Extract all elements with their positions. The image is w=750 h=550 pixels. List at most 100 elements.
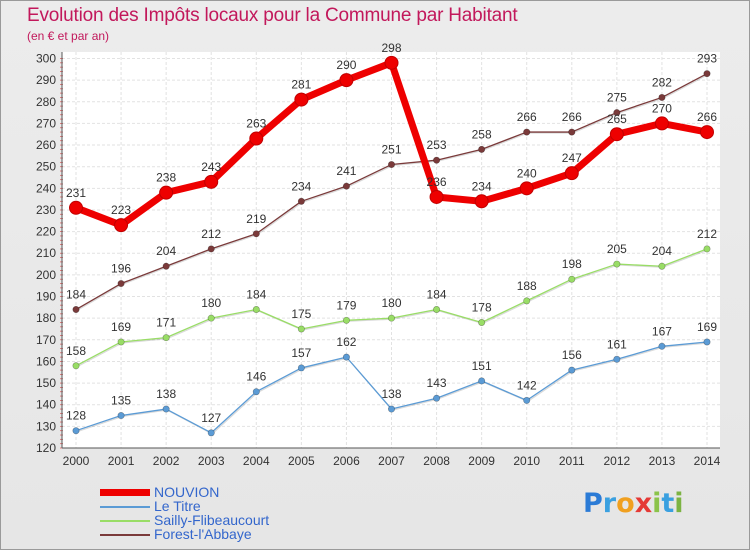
data-label-nouvion: 240 — [517, 166, 537, 180]
data-label-sailly-flibeaucourt: 205 — [607, 242, 627, 256]
point-nouvion — [429, 189, 444, 204]
data-label-le-titre: 128 — [66, 409, 86, 423]
legend-swatch — [100, 520, 150, 522]
point-sailly-flibeaucourt — [523, 297, 531, 305]
y-tick-label: 120 — [36, 441, 56, 455]
legend-label: NOUVION — [154, 484, 220, 500]
point-forest-l-abbaye — [162, 262, 170, 270]
y-tick-label: 210 — [36, 246, 56, 260]
y-tick-label: 160 — [36, 354, 56, 368]
data-label-forest-l-abbaye: 266 — [517, 110, 537, 124]
y-tick-label: 200 — [36, 268, 56, 282]
logo-letter: i — [674, 488, 684, 519]
point-le-titre — [72, 427, 80, 435]
data-label-nouvion: 263 — [246, 117, 266, 131]
x-tick-label: 2010 — [513, 454, 540, 468]
point-forest-l-abbaye — [297, 197, 305, 205]
point-nouvion — [564, 166, 579, 181]
data-label-sailly-flibeaucourt: 188 — [517, 279, 537, 293]
x-tick-label: 2001 — [108, 454, 135, 468]
point-nouvion — [69, 200, 83, 215]
point-forest-l-abbaye — [703, 70, 711, 78]
legend-swatch — [100, 534, 150, 536]
point-le-titre — [207, 429, 215, 437]
data-label-sailly-flibeaucourt: 204 — [652, 244, 672, 258]
point-le-titre — [613, 355, 621, 363]
data-label-forest-l-abbaye: 184 — [66, 288, 86, 302]
data-label-forest-l-abbaye: 196 — [111, 262, 131, 276]
point-nouvion — [474, 194, 489, 209]
point-sailly-flibeaucourt — [568, 275, 576, 283]
point-nouvion — [204, 174, 219, 189]
point-sailly-flibeaucourt — [613, 260, 621, 268]
x-tick-label: 2008 — [423, 454, 450, 468]
y-tick-label: 190 — [36, 290, 56, 304]
data-label-sailly-flibeaucourt: 184 — [427, 288, 447, 302]
point-sailly-flibeaucourt — [297, 325, 305, 333]
y-tick-label: 230 — [36, 203, 56, 217]
y-tick-label: 270 — [36, 116, 56, 130]
point-sailly-flibeaucourt — [72, 362, 80, 370]
point-nouvion — [609, 127, 624, 142]
point-nouvion — [700, 125, 714, 140]
data-label-nouvion: 231 — [66, 186, 86, 200]
point-le-titre — [297, 364, 305, 372]
x-tick-label: 2002 — [153, 454, 180, 468]
data-label-sailly-flibeaucourt: 212 — [697, 227, 717, 241]
point-sailly-flibeaucourt — [658, 262, 666, 270]
point-le-titre — [703, 338, 711, 346]
data-label-nouvion: 265 — [607, 112, 627, 126]
y-tick-label: 250 — [36, 160, 56, 174]
y-tick-label: 180 — [36, 311, 56, 325]
data-label-le-titre: 138 — [381, 387, 401, 401]
data-label-le-titre: 127 — [201, 411, 221, 425]
point-forest-l-abbaye — [117, 280, 125, 288]
data-label-nouvion: 236 — [427, 175, 447, 189]
data-label-le-titre: 138 — [156, 387, 176, 401]
point-forest-l-abbaye — [342, 182, 350, 190]
data-label-sailly-flibeaucourt: 179 — [336, 298, 356, 312]
x-tick-label: 2012 — [604, 454, 631, 468]
data-label-nouvion: 266 — [697, 110, 717, 124]
point-le-titre — [342, 353, 350, 361]
legend-label: Sailly-Flibeaucourt — [154, 512, 270, 528]
y-tick-label: 280 — [36, 95, 56, 109]
y-tick-label: 290 — [36, 73, 56, 87]
y-tick-label: 150 — [36, 376, 56, 390]
data-label-sailly-flibeaucourt: 175 — [291, 307, 311, 321]
data-label-nouvion: 243 — [201, 160, 221, 174]
point-forest-l-abbaye — [433, 156, 441, 164]
y-tick-label: 300 — [36, 51, 56, 65]
data-label-forest-l-abbaye: 251 — [381, 143, 401, 157]
x-tick-label: 2006 — [333, 454, 360, 468]
x-tick-label: 2009 — [468, 454, 495, 468]
point-sailly-flibeaucourt — [342, 316, 350, 324]
data-label-forest-l-abbaye: 253 — [427, 138, 447, 152]
point-sailly-flibeaucourt — [387, 314, 395, 322]
data-label-nouvion: 270 — [652, 101, 672, 115]
x-tick-label: 2011 — [559, 454, 585, 468]
point-forest-l-abbaye — [658, 93, 666, 101]
point-forest-l-abbaye — [568, 128, 576, 136]
data-label-nouvion: 238 — [156, 171, 176, 185]
point-forest-l-abbaye — [478, 145, 486, 153]
legend-label: Forest-l'Abbaye — [154, 526, 252, 542]
point-sailly-flibeaucourt — [162, 334, 170, 342]
data-label-le-titre: 157 — [291, 346, 311, 360]
legend-label: Le Titre — [154, 498, 201, 514]
x-tick-label: 2005 — [288, 454, 315, 468]
point-forest-l-abbaye — [207, 245, 215, 253]
point-le-titre — [433, 394, 441, 402]
data-label-forest-l-abbaye: 234 — [291, 179, 311, 193]
logo-letter: P — [583, 488, 603, 519]
y-tick-label: 140 — [36, 398, 56, 412]
point-sailly-flibeaucourt — [433, 306, 441, 314]
y-tick-label: 130 — [36, 419, 56, 433]
data-label-nouvion: 223 — [111, 203, 131, 217]
data-label-sailly-flibeaucourt: 184 — [246, 288, 266, 302]
point-sailly-flibeaucourt — [207, 314, 215, 322]
point-sailly-flibeaucourt — [703, 245, 711, 253]
data-label-nouvion: 290 — [336, 58, 356, 72]
point-forest-l-abbaye — [72, 306, 80, 314]
x-tick-label: 2014 — [694, 454, 721, 468]
